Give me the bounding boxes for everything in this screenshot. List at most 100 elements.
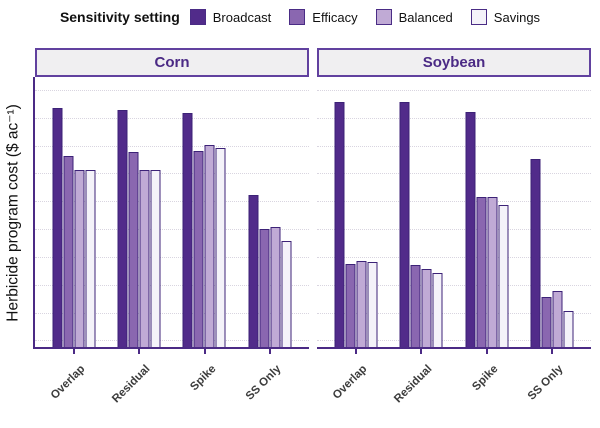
gridline	[34, 284, 309, 286]
bar-soybean-spike-broadcast	[465, 111, 476, 347]
bar-soybean-ss-only-balanced	[552, 291, 563, 347]
x-label-ss-only: SS Only	[243, 363, 284, 403]
legend-item-balanced: Balanced	[375, 9, 453, 25]
gridline	[34, 340, 309, 342]
bar-group-residual	[117, 110, 161, 347]
facet-strip-soybean: Soybean	[317, 48, 591, 77]
legend-label: Balanced	[398, 9, 453, 25]
legend-items: Broadcast Efficacy Balanced Savings	[189, 9, 541, 25]
plot-area-corn	[32, 77, 309, 349]
bar-group-spike	[465, 111, 509, 347]
gridline	[317, 256, 591, 258]
bar-corn-residual-balanced	[139, 170, 150, 347]
bar-soybean-ss-only-broadcast	[530, 159, 541, 347]
x-tick	[73, 349, 76, 354]
bar-group-overlap	[52, 107, 96, 347]
x-tick	[420, 349, 423, 354]
x-tick	[550, 349, 553, 354]
x-axis-ticks	[35, 349, 309, 355]
gridline	[34, 312, 309, 314]
legend-swatch-balanced	[375, 9, 392, 25]
bar-corn-ss-only-savings	[281, 241, 292, 347]
bar-corn-spike-balanced	[204, 145, 215, 347]
bar-soybean-overlap-balanced	[356, 260, 367, 347]
x-tick	[138, 349, 141, 354]
x-label-overlap: Overlap	[48, 363, 88, 402]
x-axis-labels: Overlap Residual Spike SS Only	[35, 355, 309, 427]
bar-corn-ss-only-broadcast	[248, 195, 259, 347]
gridline	[317, 145, 591, 147]
plot-area-soybean	[317, 77, 591, 349]
gridline	[34, 173, 309, 175]
bar-group-spike	[182, 113, 226, 347]
gridline	[34, 256, 309, 258]
bar-soybean-residual-savings	[432, 273, 443, 347]
bar-corn-spike-broadcast	[182, 113, 193, 347]
gridline	[34, 117, 309, 119]
x-label-residual: Residual	[110, 363, 153, 406]
y-axis-title: Herbicide program cost ($ ac⁻¹)	[4, 104, 22, 322]
gridline	[317, 89, 591, 91]
bar-corn-overlap-savings	[85, 170, 96, 347]
gridline	[34, 145, 309, 147]
bar-soybean-ss-only-savings	[563, 310, 574, 347]
gridline	[317, 284, 591, 286]
bar-soybean-residual-balanced	[421, 269, 432, 347]
x-label-spike: Spike	[187, 363, 219, 394]
legend-label: Savings	[493, 9, 541, 25]
x-label-ss-only: SS Only	[525, 363, 566, 403]
bar-corn-ss-only-efficacy	[259, 228, 270, 347]
gridline	[317, 229, 591, 231]
facet-strip-corn: Corn	[35, 48, 309, 77]
bar-soybean-ss-only-efficacy	[541, 296, 552, 347]
x-tick	[268, 349, 271, 354]
x-axis-labels: Overlap Residual Spike SS Only	[317, 355, 591, 427]
bar-soybean-overlap-broadcast	[334, 102, 345, 347]
facet-panels: Corn Overlap Residual Spike SS Only Soybean Ov…	[32, 48, 591, 427]
gridline	[317, 340, 591, 342]
legend: Sensitivity setting Broadcast Efficacy Bal…	[0, 4, 600, 30]
legend-title: Sensitivity setting	[59, 9, 180, 25]
gridline	[317, 173, 591, 175]
bar-corn-overlap-broadcast	[52, 107, 63, 347]
gridline	[317, 201, 591, 203]
facet-panel-corn: Corn Overlap Residual Spike SS Only	[32, 48, 309, 427]
facet-panel-soybean: Soybean Overlap Residual Spike SS Only	[317, 48, 591, 427]
gridline	[317, 117, 591, 119]
bar-soybean-spike-balanced	[487, 196, 498, 347]
bar-soybean-residual-efficacy	[410, 264, 421, 347]
x-tick	[355, 349, 358, 354]
bar-group-ss-only	[248, 195, 292, 347]
legend-swatch-broadcast	[189, 9, 206, 25]
bar-corn-spike-savings	[215, 148, 226, 347]
bar-corn-ss-only-balanced	[270, 227, 281, 347]
x-label-spike: Spike	[469, 363, 501, 394]
legend-item-broadcast: Broadcast	[189, 9, 271, 25]
x-axis-ticks	[317, 349, 591, 355]
bar-corn-overlap-efficacy	[63, 156, 74, 347]
x-label-residual: Residual	[392, 363, 435, 406]
bar-group-ss-only	[530, 159, 574, 347]
bar-corn-residual-broadcast	[117, 110, 128, 347]
bar-soybean-spike-savings	[498, 205, 509, 347]
gridline	[34, 89, 309, 91]
bar-soybean-overlap-efficacy	[345, 263, 356, 347]
x-tick	[203, 349, 206, 354]
gridline	[34, 201, 309, 203]
gridline	[317, 312, 591, 314]
bar-corn-spike-efficacy	[193, 150, 204, 347]
bar-corn-overlap-balanced	[74, 170, 85, 347]
legend-item-savings: Savings	[470, 9, 541, 25]
bar-soybean-residual-broadcast	[399, 102, 410, 347]
gridline	[34, 229, 309, 231]
bar-group-overlap	[334, 102, 378, 347]
bar-corn-residual-savings	[150, 170, 161, 347]
x-tick	[485, 349, 488, 354]
legend-label: Efficacy	[312, 9, 358, 25]
bar-soybean-spike-efficacy	[476, 196, 487, 347]
legend-swatch-efficacy	[289, 9, 306, 25]
bar-corn-residual-efficacy	[128, 152, 139, 347]
x-label-overlap: Overlap	[330, 363, 370, 402]
bar-soybean-overlap-savings	[367, 262, 378, 347]
